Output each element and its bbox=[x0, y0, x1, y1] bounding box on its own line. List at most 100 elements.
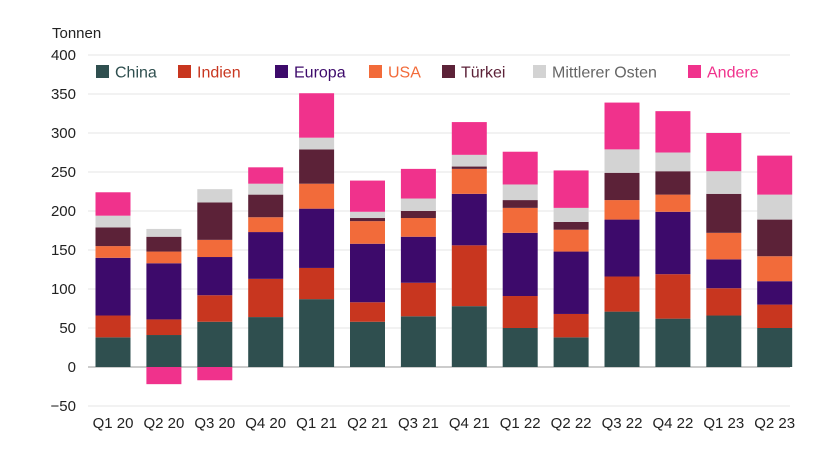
y-tick-label: 150 bbox=[51, 242, 76, 259]
bar-segment bbox=[553, 313, 589, 338]
bar-segment bbox=[451, 168, 487, 194]
bar-segment bbox=[655, 318, 691, 367]
x-tick-label: Q3 22 bbox=[602, 415, 643, 432]
bar-segment bbox=[248, 194, 284, 218]
bar-segment bbox=[299, 267, 335, 300]
legend-swatch bbox=[369, 65, 382, 78]
legend-item: USA bbox=[369, 65, 421, 82]
legend-label: China bbox=[115, 65, 157, 82]
bar-segment bbox=[146, 251, 182, 264]
legend-label: Europa bbox=[294, 65, 346, 82]
bar-segment bbox=[400, 236, 436, 283]
bar-segment bbox=[604, 276, 640, 312]
bar-segment bbox=[248, 183, 284, 195]
bar-segment bbox=[655, 274, 691, 319]
bar-segment bbox=[350, 321, 385, 367]
bar-segment bbox=[400, 316, 436, 367]
bar-segment bbox=[502, 232, 538, 297]
legend-label: Türkei bbox=[461, 65, 505, 82]
bar-segment bbox=[95, 227, 131, 247]
x-tick-label: Q2 21 bbox=[347, 415, 388, 432]
bar-segment bbox=[248, 278, 284, 318]
y-tick-label: 100 bbox=[51, 281, 76, 298]
bar-segment bbox=[95, 246, 131, 258]
bar-segment bbox=[502, 184, 538, 201]
legend-item: Europa bbox=[275, 65, 346, 82]
y-tick-label: 50 bbox=[59, 320, 76, 337]
bar-segment bbox=[197, 295, 233, 322]
bar-segment bbox=[248, 232, 284, 279]
bar-segment bbox=[350, 221, 385, 244]
x-tick-label: Q1 23 bbox=[703, 415, 744, 432]
bar-segment bbox=[604, 200, 640, 220]
y-tick-label: 200 bbox=[51, 203, 76, 220]
bar-segment bbox=[95, 337, 131, 367]
bar-segment bbox=[197, 321, 233, 367]
y-tick-label: −50 bbox=[51, 398, 76, 415]
bar-segment bbox=[400, 168, 436, 199]
bar-segment bbox=[604, 149, 640, 173]
bar-segment bbox=[197, 257, 233, 296]
bar-segment bbox=[350, 180, 385, 212]
bar-segment bbox=[706, 259, 742, 289]
bar-segment bbox=[350, 302, 385, 322]
bar-segment bbox=[553, 337, 589, 367]
bar-segment bbox=[400, 211, 436, 219]
bar-segment bbox=[706, 315, 742, 367]
bar-segment bbox=[248, 167, 284, 184]
bar-segment bbox=[757, 155, 793, 195]
bar-segment bbox=[553, 207, 589, 222]
y-tick-label: 300 bbox=[51, 125, 76, 142]
legend-swatch bbox=[96, 65, 109, 78]
bar-segment bbox=[248, 317, 284, 367]
x-tick-label: Q1 21 bbox=[296, 415, 337, 432]
bar-segment bbox=[451, 154, 487, 167]
x-tick-label: Q4 22 bbox=[652, 415, 693, 432]
bar-segment bbox=[706, 193, 742, 233]
legend-label: USA bbox=[388, 65, 421, 82]
x-tick-label: Q1 20 bbox=[93, 415, 134, 432]
bar-segment bbox=[400, 218, 436, 237]
y-tick-label: 350 bbox=[51, 86, 76, 103]
legend-label: Andere bbox=[707, 65, 759, 82]
legend-swatch bbox=[442, 65, 455, 78]
bar-segment bbox=[451, 166, 487, 169]
x-tick-label: Q1 22 bbox=[500, 415, 541, 432]
x-tick-label: Q2 20 bbox=[143, 415, 184, 432]
x-tick-label: Q3 21 bbox=[398, 415, 439, 432]
x-tick-label: Q4 21 bbox=[449, 415, 490, 432]
y-tick-label: 0 bbox=[68, 359, 76, 376]
bar-segment bbox=[604, 102, 640, 150]
y-tick-label: 250 bbox=[51, 164, 76, 181]
x-tick-label: Q2 22 bbox=[551, 415, 592, 432]
bar-segment bbox=[502, 328, 538, 367]
bar-segment bbox=[299, 183, 335, 209]
bar-segment bbox=[502, 151, 538, 185]
legend-label: Indien bbox=[197, 65, 241, 82]
bar-segment bbox=[400, 282, 436, 317]
bar-segment bbox=[400, 198, 436, 211]
bar-segment bbox=[757, 194, 793, 220]
bar-segment bbox=[604, 219, 640, 277]
bar-segment bbox=[197, 367, 233, 381]
bar-segment bbox=[248, 217, 284, 233]
bar-segment bbox=[502, 207, 538, 233]
bar-segment bbox=[757, 256, 793, 282]
bar-segment bbox=[655, 171, 691, 195]
bar-segment bbox=[350, 218, 385, 222]
bar-segment bbox=[146, 335, 182, 367]
legend-swatch bbox=[533, 65, 546, 78]
legend-item: China bbox=[96, 65, 157, 82]
bar-segment bbox=[502, 200, 538, 208]
bar-segment bbox=[146, 367, 182, 385]
bar-segment bbox=[299, 93, 335, 138]
bar-segment bbox=[197, 202, 233, 240]
bar-segment bbox=[299, 137, 335, 150]
bar-segment bbox=[95, 315, 131, 338]
bar-segment bbox=[451, 122, 487, 155]
bar-segment bbox=[604, 172, 640, 201]
bars bbox=[95, 93, 793, 385]
bar-segment bbox=[706, 133, 742, 172]
x-tick-label: Q4 20 bbox=[245, 415, 286, 432]
